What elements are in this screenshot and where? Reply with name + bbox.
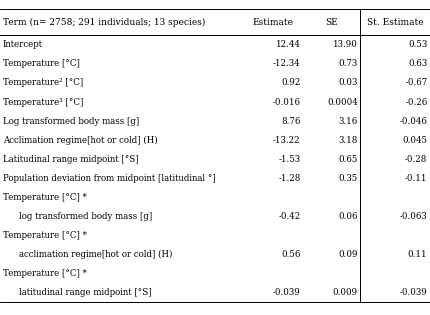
- Text: log transformed body mass [g]: log transformed body mass [g]: [19, 212, 153, 221]
- Text: -0.42: -0.42: [278, 212, 301, 221]
- Text: 0.63: 0.63: [408, 60, 427, 68]
- Text: 3.16: 3.16: [338, 117, 358, 126]
- Text: Population deviation from midpoint [latitudinal °]: Population deviation from midpoint [lati…: [3, 174, 215, 183]
- Text: -1.28: -1.28: [278, 174, 301, 183]
- Text: Estimate: Estimate: [252, 18, 294, 27]
- Text: Temperature [°C] *: Temperature [°C] *: [3, 269, 86, 278]
- Text: 12.44: 12.44: [276, 40, 301, 49]
- Text: 13.90: 13.90: [333, 40, 358, 49]
- Text: -0.11: -0.11: [405, 174, 427, 183]
- Text: 0.045: 0.045: [402, 136, 427, 145]
- Text: -13.22: -13.22: [273, 136, 301, 145]
- Text: 0.09: 0.09: [338, 250, 358, 259]
- Text: Temperature³ [°C]: Temperature³ [°C]: [3, 98, 83, 106]
- Text: Latitudinal range midpoint [°S]: Latitudinal range midpoint [°S]: [3, 155, 138, 164]
- Text: Acclimation regime[hot or cold] (H): Acclimation regime[hot or cold] (H): [3, 136, 157, 145]
- Text: 0.009: 0.009: [333, 288, 358, 297]
- Text: 0.06: 0.06: [338, 212, 358, 221]
- Text: 0.92: 0.92: [281, 78, 301, 88]
- Text: Intercept: Intercept: [3, 40, 43, 49]
- Text: Temperature [°C] *: Temperature [°C] *: [3, 193, 86, 202]
- Text: 0.11: 0.11: [408, 250, 427, 259]
- Text: 0.03: 0.03: [338, 78, 358, 88]
- Text: -0.26: -0.26: [405, 98, 427, 106]
- Text: Temperature [°C] *: Temperature [°C] *: [3, 231, 86, 240]
- Text: St. Estimate: St. Estimate: [367, 18, 424, 27]
- Text: 0.65: 0.65: [338, 155, 358, 164]
- Text: Term (n= 2758; 291 individuals; 13 species): Term (n= 2758; 291 individuals; 13 speci…: [3, 18, 205, 27]
- Text: acclimation regime[hot or cold] (H): acclimation regime[hot or cold] (H): [19, 250, 173, 259]
- Text: -1.53: -1.53: [279, 155, 301, 164]
- Text: -0.039: -0.039: [399, 288, 427, 297]
- Text: latitudinal range midpoint [°S]: latitudinal range midpoint [°S]: [19, 288, 152, 297]
- Text: 0.35: 0.35: [338, 174, 358, 183]
- Text: -0.016: -0.016: [273, 98, 301, 106]
- Text: 0.53: 0.53: [408, 40, 427, 49]
- Text: SE: SE: [326, 18, 338, 27]
- Text: -0.046: -0.046: [399, 117, 427, 126]
- Text: 0.56: 0.56: [281, 250, 301, 259]
- Text: 8.76: 8.76: [281, 117, 301, 126]
- Text: 0.73: 0.73: [338, 60, 358, 68]
- Text: 0.0004: 0.0004: [327, 98, 358, 106]
- Text: -0.039: -0.039: [273, 288, 301, 297]
- Text: Log transformed body mass [g]: Log transformed body mass [g]: [3, 117, 139, 126]
- Text: -0.28: -0.28: [405, 155, 427, 164]
- Text: Temperature [°C]: Temperature [°C]: [3, 60, 80, 68]
- Text: Temperature² [°C]: Temperature² [°C]: [3, 78, 83, 88]
- Text: -0.67: -0.67: [405, 78, 427, 88]
- Text: 3.18: 3.18: [338, 136, 358, 145]
- Text: -12.34: -12.34: [273, 60, 301, 68]
- Text: -0.063: -0.063: [399, 212, 427, 221]
